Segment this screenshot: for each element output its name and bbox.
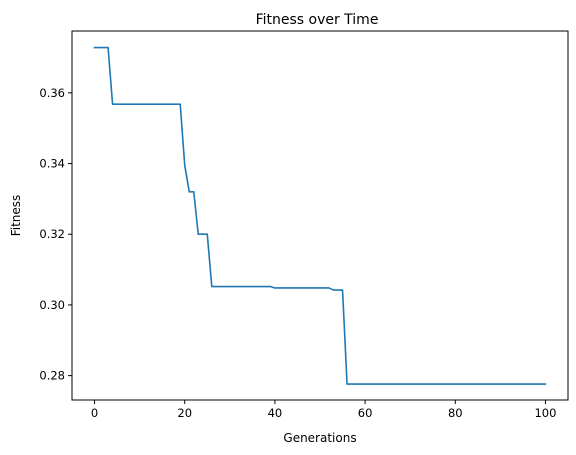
- y-axis-ticks: 0.28 0.30 0.32 0.34 0.36: [39, 86, 72, 383]
- y-axis-label: Fitness: [9, 195, 23, 237]
- y-tick-label: 0.32: [39, 227, 65, 241]
- y-tick-label: 0.28: [39, 369, 65, 383]
- chart-title: Fitness over Time: [256, 12, 379, 28]
- y-tick-label: 0.34: [39, 157, 65, 171]
- plot-area: [72, 31, 568, 400]
- plot-background: [72, 31, 568, 400]
- y-tick-label: 0.30: [39, 298, 65, 312]
- plot-frame: [71, 30, 569, 401]
- x-tick-label: 20: [177, 406, 192, 420]
- y-tick-label: 0.36: [39, 86, 65, 100]
- x-tick-label: 100: [534, 406, 556, 420]
- x-tick-label: 80: [448, 406, 463, 420]
- x-tick-label: 60: [358, 406, 373, 420]
- x-tick-label: 40: [268, 406, 283, 420]
- x-tick-label: 0: [91, 406, 98, 420]
- series-line-0: [93, 46, 547, 385]
- x-axis-ticks: 0 20 40 60 80 100: [91, 400, 556, 420]
- x-axis-label: Generations: [283, 431, 356, 445]
- series-layer: [93, 46, 547, 385]
